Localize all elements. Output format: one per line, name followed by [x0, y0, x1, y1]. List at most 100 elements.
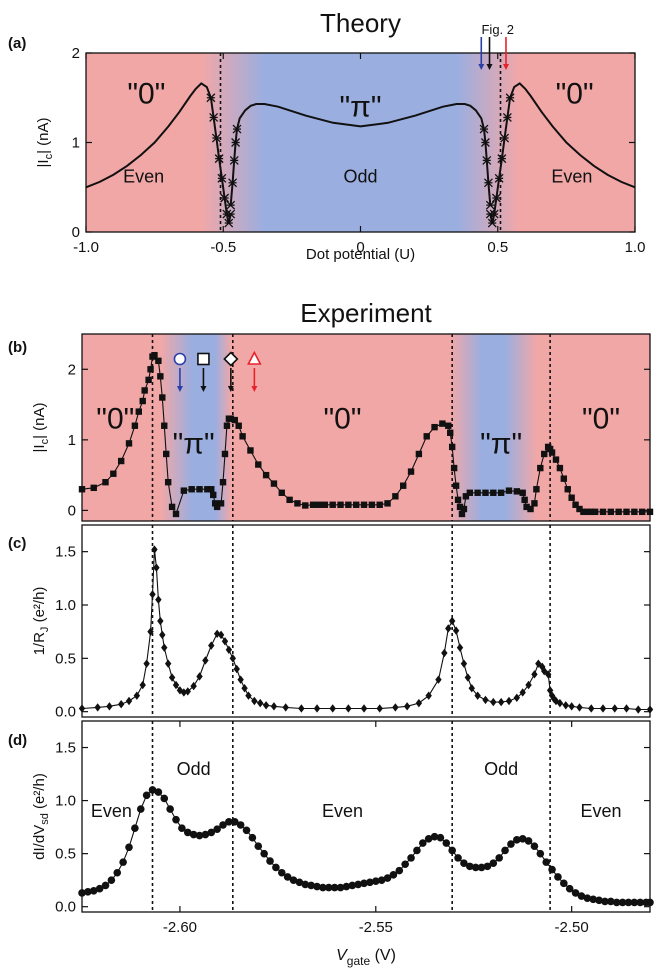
data-point-0-57: [384, 500, 391, 507]
data-point-0-25: [204, 486, 211, 493]
region-label-4: Odd: [343, 167, 377, 187]
data-point-0-70: [454, 496, 462, 504]
data-point-0-63: [431, 423, 438, 431]
data-point-0-80: [505, 487, 513, 494]
series-line-3: [236, 103, 485, 130]
panel-c: (c) 0.0 0.5 1.0 1.5 1/RJ (e²/h): [8, 524, 654, 721]
data-point-0-36: [289, 876, 298, 884]
data-point-0-10: [136, 805, 145, 813]
data-point-0-45: [294, 500, 301, 507]
data-point-0-51: [337, 501, 344, 508]
data-point-2-3: [231, 138, 241, 147]
data-point-0-7: [135, 408, 142, 415]
data-point-0-108: [631, 508, 638, 516]
region-label-5: Even: [551, 167, 592, 187]
data-point-0-44: [286, 496, 293, 504]
data-point-0-98: [572, 501, 579, 508]
data-point-1-2: [211, 133, 221, 143]
data-point-0-65: [519, 688, 526, 697]
data-point-0-62: [423, 433, 430, 440]
data-point-0-11: [142, 791, 151, 800]
data-point-0-31: [233, 664, 240, 674]
data-point-0-69: [483, 862, 492, 871]
data-point-0-39: [307, 881, 315, 890]
panel-a: Theory (a) "0" "π" "0" Even Odd Even 0 1 2 |Ic| (nA…: [8, 8, 645, 263]
data-point-0-59: [424, 834, 433, 843]
data-point-0-107: [623, 508, 630, 516]
panel-label: (d): [8, 732, 27, 749]
plot-frame: [81, 720, 651, 913]
data-point-0-16: [172, 815, 180, 824]
data-point-0-5: [125, 440, 133, 447]
data-point-0-73: [460, 505, 468, 513]
data-point-0-58: [392, 493, 399, 500]
data-point-0-51: [377, 876, 386, 884]
ytick-label-1: 0.5: [55, 650, 76, 667]
data-point-0-5: [133, 691, 141, 700]
data-point-0-13: [151, 351, 158, 359]
region-label-3: Odd: [484, 759, 518, 779]
data-point-2-1: [228, 178, 238, 188]
data-point-0-36: [231, 416, 238, 424]
data-point-0-56: [407, 854, 415, 862]
data-point-0-42: [270, 480, 278, 487]
data-point-0-39: [247, 447, 254, 454]
data-point-0-32: [266, 857, 274, 865]
ylabel: 1/RJ (e²/h): [31, 587, 51, 656]
data-point-2-0: [226, 200, 236, 210]
data-point-0-57: [464, 673, 472, 682]
panel-d: (d) Even Odd Even Odd Even 0.0 0.5 1.0 1.5dI/dVsd…: [8, 720, 654, 968]
data-point-0-24: [202, 656, 209, 665]
data-point-0-7: [119, 858, 127, 866]
data-point-0-43: [330, 883, 339, 892]
data-point-0-11: [147, 366, 154, 373]
data-point-0-55: [401, 860, 409, 869]
data-point-0-95: [636, 898, 645, 907]
data-point-0-19: [189, 830, 198, 839]
data-point-0-1: [94, 703, 101, 712]
data-point-5-2: [489, 209, 499, 219]
data-point-0-12: [148, 786, 157, 794]
data-point-0-20: [168, 503, 176, 511]
data-point-0-64: [513, 693, 521, 702]
data-point-0-1: [84, 888, 92, 896]
data-point-1-1: [209, 112, 219, 122]
data-point-0-43: [345, 704, 352, 713]
data-point-0-52: [445, 624, 452, 633]
data-point-0-81: [513, 488, 521, 495]
data-point-0-30: [229, 654, 237, 663]
data-point-0-3: [117, 700, 125, 709]
data-point-4-1: [480, 138, 490, 147]
data-point-0-83: [521, 496, 528, 504]
data-point-0-78: [490, 489, 497, 496]
data-point-0-79: [576, 703, 583, 712]
data-point-0-42: [329, 704, 336, 713]
data-point-0-22: [180, 487, 188, 494]
data-point-0-41: [262, 471, 270, 479]
data-point-1-5: [220, 193, 230, 203]
data-point-0-88: [537, 464, 544, 472]
data-point-0-85: [527, 505, 534, 513]
ytick-label-1: 0.5: [55, 846, 76, 863]
data-point-0-37: [235, 422, 242, 429]
region-3: [215, 334, 232, 521]
data-point-0-49: [425, 691, 432, 700]
data-point-0-63: [448, 846, 456, 855]
data-point-0-54: [360, 501, 368, 508]
data-point-0-17: [161, 422, 168, 429]
data-point-0-49: [321, 501, 329, 508]
data-point-0-23: [213, 825, 221, 834]
data-point-5-4: [494, 173, 504, 183]
data-point-0-32: [221, 450, 229, 458]
data-point-0-44: [336, 883, 345, 892]
data-point-0-66: [525, 680, 532, 690]
data-point-0-21: [172, 510, 180, 518]
data-point-0-29: [213, 503, 221, 511]
data-point-0-10: [145, 376, 152, 384]
region-label-0: "0": [96, 403, 134, 436]
data-point-0-93: [552, 456, 560, 463]
data-point-0-63: [505, 696, 513, 706]
data-point-0-48: [315, 501, 323, 508]
data-point-0-29: [225, 645, 233, 654]
